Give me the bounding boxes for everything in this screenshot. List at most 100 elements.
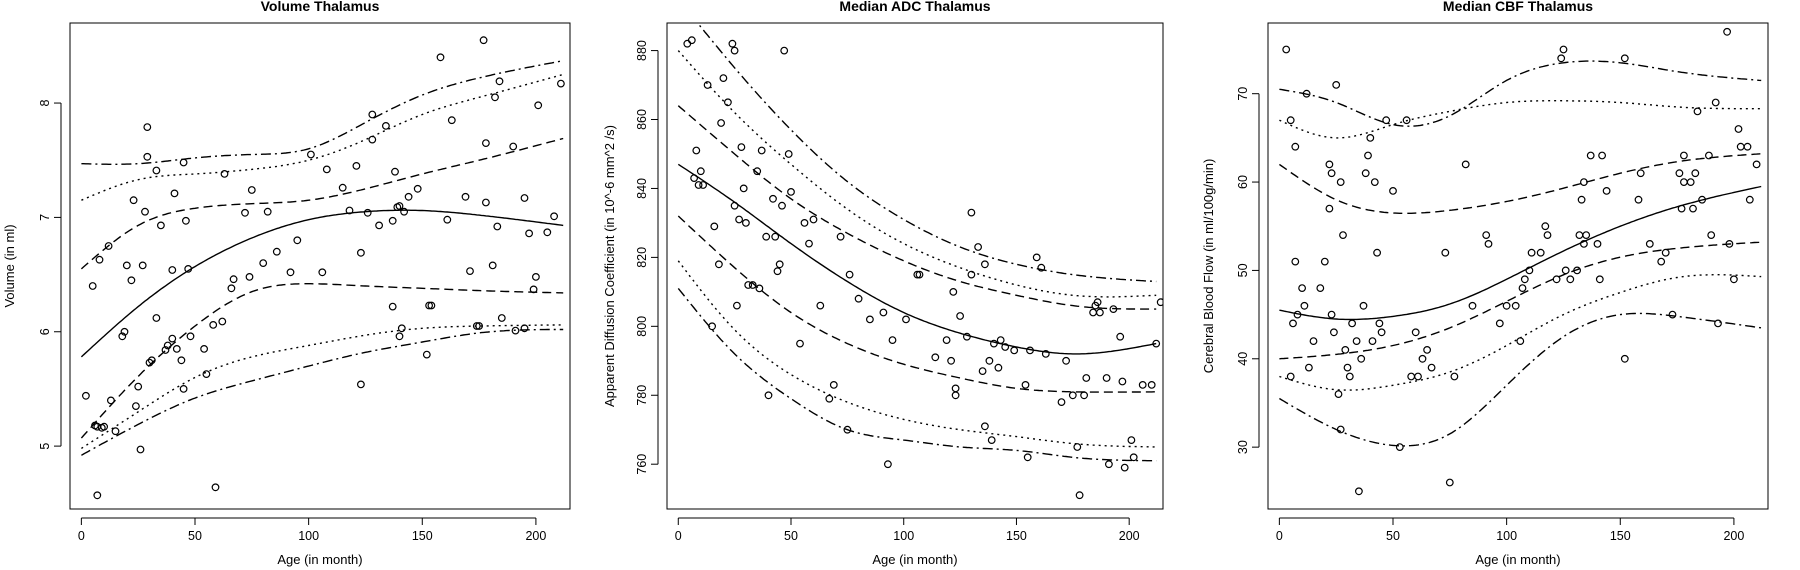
percentile-curve-dashdot <box>1279 60 1762 127</box>
data-point <box>479 36 488 45</box>
data-point <box>773 267 782 276</box>
data-point <box>1375 319 1384 328</box>
data-point <box>1320 257 1329 266</box>
data-point <box>395 202 404 210</box>
data-point <box>134 382 143 391</box>
percentile-curve-solid <box>1279 185 1762 321</box>
data-point <box>866 315 874 324</box>
percentile-curve-dashed <box>1279 241 1762 360</box>
data-point <box>1723 27 1731 36</box>
data-point <box>775 260 784 269</box>
y-tick-label: 800 <box>635 316 649 337</box>
data-point <box>947 356 955 365</box>
data-point <box>1001 343 1010 351</box>
data-point <box>1679 178 1688 187</box>
chart-title: Volume Thalamus <box>261 0 380 14</box>
data-point <box>1714 319 1722 328</box>
y-tick-label: 780 <box>635 385 649 406</box>
data-point <box>951 384 960 393</box>
data-point <box>769 194 777 203</box>
data-point <box>179 158 188 167</box>
data-point <box>1304 363 1313 372</box>
data-point <box>520 324 529 333</box>
data-point <box>422 350 431 359</box>
data-point <box>1586 151 1595 160</box>
data-point <box>120 327 129 336</box>
data-point <box>800 218 809 227</box>
data-point <box>1579 178 1588 187</box>
data-point <box>1089 308 1097 317</box>
data-point <box>987 436 996 445</box>
data-point <box>461 192 470 201</box>
y-tick-label: 5 <box>38 443 52 450</box>
data-point <box>436 53 445 62</box>
data-point <box>780 46 789 55</box>
data-point <box>1291 142 1300 151</box>
data-point <box>357 380 365 389</box>
data-point <box>122 261 131 270</box>
data-point <box>1577 195 1586 204</box>
data-point <box>778 201 786 210</box>
data-point <box>1286 372 1295 381</box>
y-tick-label: 820 <box>635 247 649 268</box>
data-point <box>307 150 315 159</box>
data-point <box>879 308 888 317</box>
data-point <box>388 302 397 311</box>
data-point <box>1075 491 1084 500</box>
data-point <box>218 317 227 326</box>
data-point <box>1345 372 1354 381</box>
percentile-curve-dotted <box>81 73 564 201</box>
data-point <box>1495 319 1504 328</box>
data-point <box>1037 263 1046 272</box>
data-point <box>1634 195 1643 204</box>
data-point <box>497 314 506 322</box>
data-point <box>1073 443 1082 451</box>
data-point <box>963 332 971 341</box>
data-point <box>1686 178 1695 187</box>
data-point <box>229 275 238 284</box>
y-axis-label: Volume (in ml) <box>2 224 17 307</box>
data-point <box>525 229 533 238</box>
data-point <box>1729 275 1738 284</box>
data-point <box>143 152 152 161</box>
data-point <box>427 301 436 310</box>
data-point <box>755 284 764 293</box>
data-point <box>1752 160 1761 169</box>
data-point <box>1536 248 1545 257</box>
data-point <box>1707 231 1716 240</box>
data-point <box>1579 239 1588 248</box>
data-point <box>690 174 698 183</box>
data-point <box>1336 425 1345 434</box>
data-point <box>368 110 377 119</box>
data-point <box>520 194 529 202</box>
data-point <box>715 260 723 269</box>
data-point <box>1370 178 1379 187</box>
data-point <box>493 222 502 231</box>
data-point <box>1327 169 1336 178</box>
plot-area <box>677 23 1163 500</box>
data-point <box>1511 301 1520 310</box>
data-point <box>482 198 490 207</box>
x-tick-label: 200 <box>1723 529 1744 543</box>
data-point <box>1575 231 1584 240</box>
data-point <box>1120 463 1129 472</box>
data-point <box>996 336 1005 345</box>
data-point <box>687 36 696 45</box>
data-point <box>482 139 490 148</box>
data-point <box>557 79 565 88</box>
data-point <box>757 146 766 155</box>
data-point <box>106 396 115 405</box>
data-point <box>88 282 97 290</box>
data-point <box>1559 45 1568 54</box>
data-point <box>145 358 154 367</box>
data-point <box>388 216 397 225</box>
data-point <box>1395 443 1404 452</box>
data-point <box>1593 239 1602 248</box>
data-point <box>1423 346 1431 354</box>
data-point <box>1093 298 1102 307</box>
data-point <box>692 146 701 155</box>
y-axis-label: Apparent Diffusion Coefficient (in 10^-6… <box>602 125 617 407</box>
data-point <box>1414 372 1422 381</box>
data-point <box>1325 160 1334 169</box>
data-point <box>825 394 834 403</box>
